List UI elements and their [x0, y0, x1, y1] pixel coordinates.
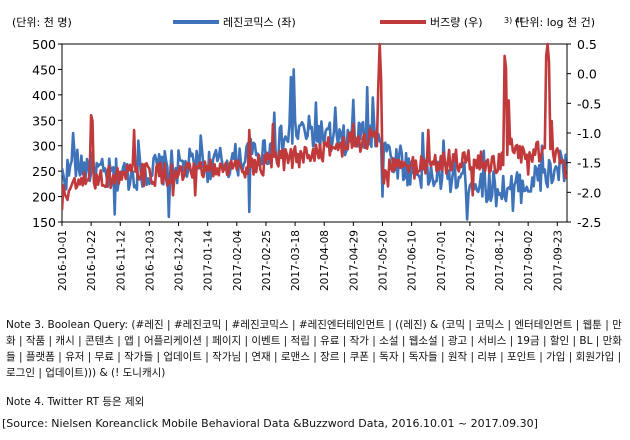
x-tick-label: 2017-07-01 — [436, 230, 448, 291]
left-y-tick-label: 150 — [32, 215, 56, 230]
x-tick-label: 2017-09-23 — [552, 230, 564, 291]
x-tick-label: 2017-05-20 — [377, 230, 389, 291]
left-y-tick-label: 300 — [32, 139, 56, 154]
data-source: [Source: Nielsen Koreanclick Mobile Beha… — [2, 417, 538, 430]
right-y-tick-label: -1.0 — [577, 126, 601, 141]
legend-label: 버즈량 (우) — [430, 16, 483, 29]
left-y-tick-label: 400 — [32, 88, 56, 103]
note-4-twitter-rt: Note 4. Twitter RT 등은 제외 — [6, 396, 145, 408]
x-tick-label: 2016-10-01 — [57, 230, 69, 291]
x-tick-label: 2017-09-02 — [523, 230, 535, 291]
x-tick-label: 2017-02-04 — [232, 230, 244, 291]
x-tick-label: 2017-03-18 — [290, 230, 302, 291]
line-chart: (단위: 천 명) (단위: log 천 건) 레진코믹스 (좌) 버즈량 (우) 3)… — [12, 15, 601, 291]
left-axis-unit: (단위: 천 명) — [12, 15, 72, 29]
x-tick-label: 2016-12-24 — [174, 230, 186, 291]
legend-item-2: 버즈량 (우) 3) 4) — [380, 16, 523, 29]
left-y-tick-label: 350 — [32, 113, 56, 128]
x-tick-label: 2017-04-29 — [348, 230, 360, 291]
x-tick-label: 2017-07-22 — [465, 230, 477, 291]
x-tick-label: 2016-11-12 — [115, 230, 127, 291]
right-y-tick-label: 0.5 — [577, 37, 597, 52]
right-y-tick-label: -1.5 — [577, 156, 601, 171]
series-line-lezhin-users — [62, 68, 567, 221]
x-tick-label: 2017-08-12 — [494, 230, 506, 291]
x-tick-label: 2017-04-08 — [319, 230, 331, 291]
x-tick-label: 2016-12-03 — [144, 230, 156, 291]
legend-label: 레진코믹스 (좌) — [223, 16, 296, 29]
right-axis-unit: (단위: log 천 건) — [515, 15, 595, 29]
left-y-tick-label: 450 — [32, 62, 56, 77]
right-y-tick-label: 0.0 — [577, 67, 597, 82]
x-tick-label: 2017-01-14 — [203, 230, 215, 291]
x-tick-label: 2017-02-25 — [261, 230, 273, 291]
legend-superscript: 3) 4) — [504, 16, 523, 25]
right-y-tick-label: -2.0 — [577, 185, 601, 200]
left-y-tick-label: 200 — [32, 190, 56, 205]
x-tick-label: 2016-10-22 — [86, 230, 98, 291]
series-line-buzz-volume — [62, 42, 567, 211]
right-y-tick-label: -2.5 — [577, 215, 601, 230]
right-y-tick-label: -0.5 — [577, 96, 601, 111]
x-tick-label: 2017-06-10 — [407, 230, 419, 291]
left-y-tick-label: 500 — [32, 37, 56, 52]
left-y-tick-label: 250 — [32, 164, 56, 179]
note-3-boolean-query: Note 3. Boolean Query: (#레진 | #레진코믹 | #레… — [6, 319, 622, 379]
legend-item-1: 레진코믹스 (좌) — [173, 16, 296, 29]
